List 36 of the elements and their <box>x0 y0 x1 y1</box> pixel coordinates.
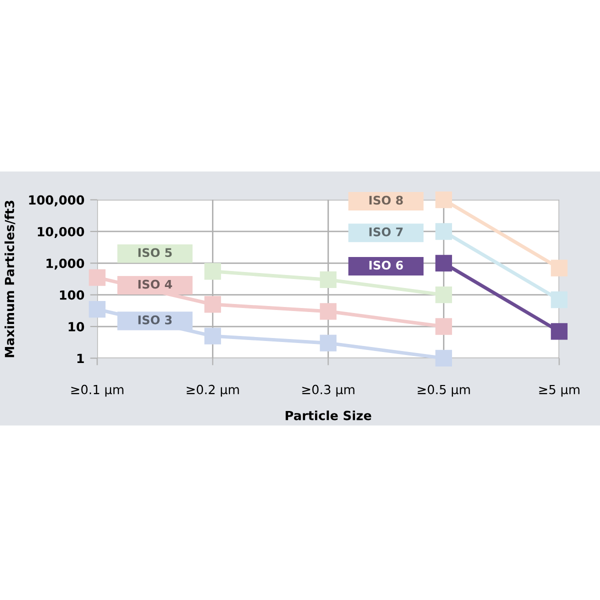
point <box>204 328 222 344</box>
x-tick-label: ≥0.2 µm <box>186 384 239 397</box>
x-tick-label: ≥5 µm <box>539 384 580 397</box>
y-tick-label: 100 <box>60 290 84 300</box>
point <box>204 263 222 280</box>
point <box>435 254 452 272</box>
point <box>435 223 452 240</box>
series-label: ISO 3 <box>138 315 172 324</box>
point <box>204 296 222 313</box>
y-tick-label: 100,000 <box>29 195 84 206</box>
text: ISO 7 <box>369 227 403 236</box>
point <box>435 318 452 335</box>
point <box>320 303 337 320</box>
series-label: ISO 4 <box>138 280 172 289</box>
point <box>435 191 452 208</box>
y-tick-label: 10,000 <box>38 226 84 238</box>
point <box>320 271 337 288</box>
point <box>435 350 452 367</box>
text: ISO 5 <box>138 248 172 258</box>
point <box>550 260 568 276</box>
x-axis-title: Particle Size <box>286 410 372 420</box>
x-tick-label: ≥0.3 µm <box>302 384 354 397</box>
y-tick-label: 10 <box>68 322 84 332</box>
text: ISO 6 <box>369 260 403 270</box>
y-axis-title: Maximum Particles/ft3 <box>4 200 16 358</box>
x-tick-label: ≥0.5 µm <box>418 384 470 397</box>
y-tick-label: 1 <box>77 354 84 363</box>
point <box>435 286 452 304</box>
y-tick-label: 1,000 <box>46 258 84 270</box>
point <box>550 291 568 308</box>
point <box>88 300 106 318</box>
point <box>88 269 106 286</box>
point <box>320 334 337 352</box>
text: ISO 8 <box>369 196 403 205</box>
x-tick-label: ≥0.1 µm <box>71 384 124 397</box>
point <box>550 323 568 340</box>
